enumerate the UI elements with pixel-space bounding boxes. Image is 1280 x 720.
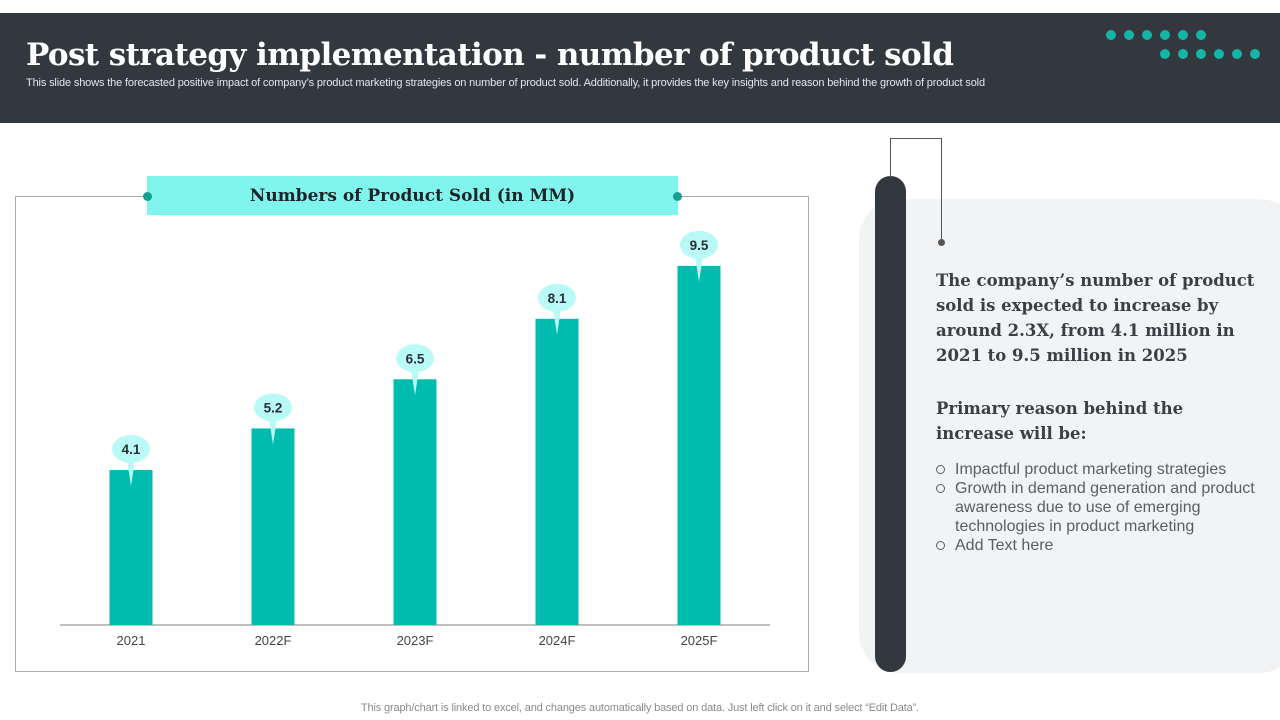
circle-bullet-icon [936,484,945,493]
circle-bullet-icon [936,465,945,474]
footer-note: This graph/chart is linked to excel, and… [360,702,920,714]
decorative-dots-icon [1100,27,1270,67]
value-bubble [538,283,576,312]
reason-title: Primary reason behind the increase will … [936,399,1184,443]
insights-panel [859,199,1280,673]
bar-2023F [393,379,437,625]
x-tick-label: 2025F [681,633,718,648]
chart-title-box: Numbers of Product Sold (in MM) [147,176,678,215]
bar-2024F [535,318,579,625]
circle-bullet-icon [936,541,945,550]
panel-accent-bar [875,176,906,672]
value-bubble-pointer [695,255,703,282]
value-bubble-pointer [411,369,419,396]
reason-list: Impactful product marketing strategies G… [936,460,1266,555]
page-title: Post strategy implementation - number of… [26,37,954,73]
title-right-dot-icon [673,192,682,201]
value-label: 9.5 [690,238,709,253]
reason-text: Impactful product marketing strategies [955,461,1227,478]
value-label: 6.5 [406,351,425,366]
value-bubble [254,393,292,422]
value-bubble [112,435,150,464]
value-bubble-pointer [553,308,561,335]
bar-2022F [251,428,295,625]
x-tick-label: 2023F [397,633,434,648]
value-label: 5.2 [264,400,283,415]
value-bubble-pointer [269,418,277,445]
reason-item: Growth in demand generation and product … [936,479,1266,536]
reason-text: Add Text here [955,537,1054,554]
reason-item: Impactful product marketing strategies [936,460,1266,479]
x-tick-label: 2021 [117,633,146,648]
bar-2021 [109,470,153,625]
insight-summary: The company’s number of product sold is … [936,271,1255,365]
header-banner: Post strategy implementation - number of… [0,13,1280,123]
x-tick-label: 2024F [539,633,576,648]
connector-dot-icon [938,239,945,246]
value-bubble-pointer [127,460,135,487]
connector-bracket [890,138,942,178]
x-tick-label: 2022F [255,633,292,648]
page-subtitle: This slide shows the forecasted positive… [26,77,985,89]
connector-line [941,177,942,240]
reason-item: Add Text here [936,536,1266,555]
title-left-dot-icon [143,192,152,201]
value-bubble [680,230,718,259]
chart-title: Numbers of Product Sold (in MM) [249,185,576,206]
value-bubble [396,344,434,373]
reason-text: Growth in demand generation and product … [955,480,1255,535]
bar-2025F [677,265,721,625]
value-label: 4.1 [122,442,141,457]
value-label: 8.1 [548,291,567,306]
